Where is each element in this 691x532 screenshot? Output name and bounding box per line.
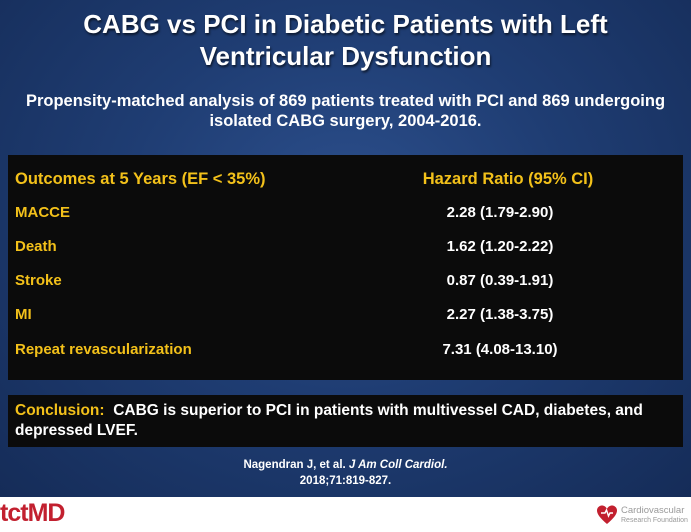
crf-text: Cardiovascular Research Foundation [621, 506, 688, 526]
conclusion-box: Conclusion: CABG is superior to PCI in p… [8, 395, 683, 447]
row-hazard-ratio: 1.62 (1.20-2.22) [446, 238, 554, 255]
table-header: Outcomes at 5 Years (EF < 35%) Hazard Ra… [8, 170, 683, 198]
crf-line1: Cardiovascular [621, 505, 685, 516]
row-hazard-ratio: 0.87 (0.39-1.91) [446, 272, 554, 289]
table-row: MACCE 2.28 (1.79-2.90) [8, 204, 683, 226]
table-row: Repeat revascularization 7.31 (4.08-13.1… [8, 341, 683, 363]
slide: CABG vs PCI in Diabetic Patients with Le… [0, 0, 691, 497]
header-outcome: Outcomes at 5 Years (EF < 35%) [15, 170, 266, 188]
row-outcome: Death [15, 238, 57, 255]
outcomes-table: Outcomes at 5 Years (EF < 35%) Hazard Ra… [8, 155, 683, 380]
row-hazard-ratio: 7.31 (4.08-13.10) [442, 341, 558, 358]
row-hazard-ratio: 2.28 (1.79-2.90) [446, 204, 554, 221]
row-outcome: MACCE [15, 204, 70, 221]
citation-ref: 2018;71:819-827. [299, 475, 392, 487]
slide-subtitle: Propensity-matched analysis of 869 patie… [25, 92, 666, 130]
table-row: Death 1.62 (1.20-2.22) [8, 238, 683, 260]
table-row: Stroke 0.87 (0.39-1.91) [8, 272, 683, 294]
table-row: MI 2.27 (1.38-3.75) [8, 306, 683, 328]
heart-icon [597, 505, 617, 524]
row-outcome: Repeat revascularization [15, 341, 192, 358]
crf-line2: Research Foundation [621, 517, 688, 524]
row-outcome: Stroke [15, 272, 62, 289]
crf-logo[interactable]: Cardiovascular Research Foundation [596, 501, 691, 531]
conclusion: Conclusion: CABG is superior to PCI in p… [15, 401, 675, 441]
citation: Nagendran J, et al. J Am Coll Cardiol. 2… [150, 457, 541, 489]
citation-journal: J Am Coll Cardiol. [348, 459, 448, 471]
slide-title: CABG vs PCI in Diabetic Patients with Le… [83, 9, 608, 71]
conclusion-text: CABG is superior to PCI in patients with… [15, 402, 643, 439]
tctmd-logo[interactable]: tctMD [0, 499, 66, 528]
header-hazard-ratio: Hazard Ratio (95% CI) [422, 170, 594, 188]
citation-authors: Nagendran J, et al. [243, 459, 346, 471]
footer: tctMD Cardiovascular Research Foundation [0, 497, 691, 532]
logo-tct-text: tct [0, 499, 29, 527]
conclusion-label: Conclusion: [15, 402, 105, 419]
logo-md-text: MD [27, 499, 66, 527]
row-hazard-ratio: 2.27 (1.38-3.75) [446, 306, 554, 323]
row-outcome: MI [15, 306, 32, 323]
